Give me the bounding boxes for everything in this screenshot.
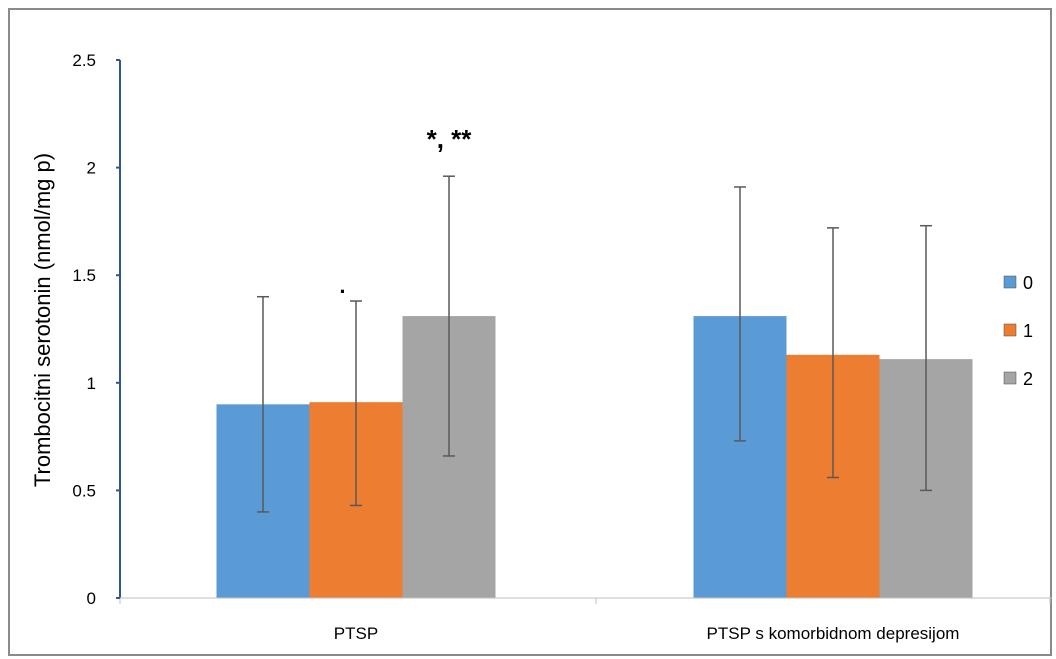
x-tick-label: PTSP s komorbidnom depresijom: [707, 624, 960, 643]
legend-swatch-0: [1003, 275, 1017, 289]
y-tick-label: 0.5: [72, 481, 96, 500]
legend-swatch-2: [1003, 371, 1017, 385]
y-tick-label: 0: [87, 589, 96, 608]
y-tick-label: 1.5: [72, 266, 96, 285]
annotation-1: ·: [339, 279, 346, 304]
legend-label: 1: [1023, 321, 1033, 341]
legend-label: 2: [1023, 369, 1033, 389]
y-tick-label: 2.5: [72, 51, 96, 70]
y-tick-label: 1: [87, 374, 96, 393]
x-tick-label: PTSP: [334, 624, 378, 643]
legend-swatch-1: [1003, 323, 1017, 337]
y-axis-title: Trombocitni serotonin (nmol/mg p): [30, 153, 55, 487]
y-tick-label: 2: [87, 159, 96, 178]
legend-label: 0: [1023, 273, 1033, 293]
annotation-0: *, **: [427, 124, 473, 154]
